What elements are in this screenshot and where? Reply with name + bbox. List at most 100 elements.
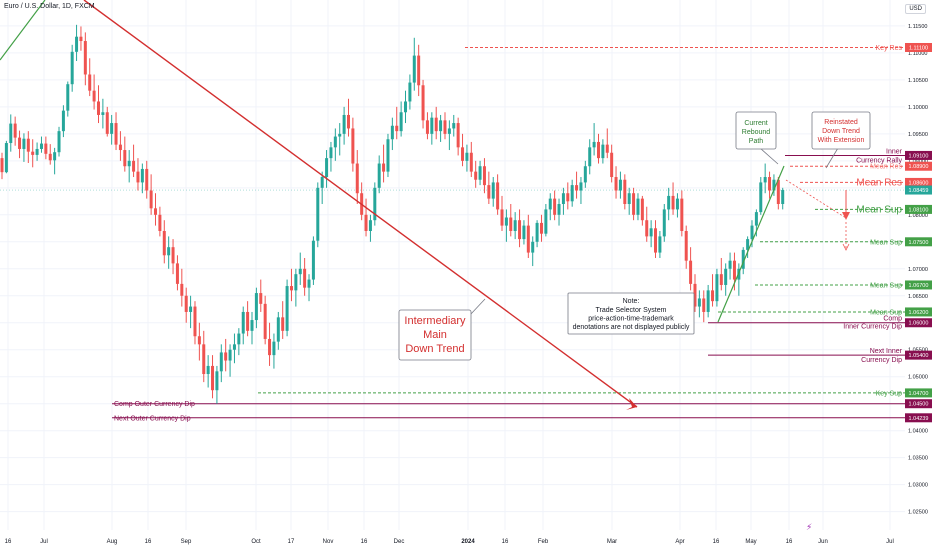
candle-body: [118, 144, 122, 151]
price-tag: [905, 177, 932, 187]
level-label: Next Inner: [870, 348, 903, 355]
level-label: Currency Rally: [856, 157, 902, 164]
current-price-label: 1.08459: [909, 188, 929, 194]
price-tag: [905, 150, 932, 160]
candle-body: [636, 198, 640, 215]
intermediary-callout-box: [398, 309, 472, 361]
level-label: Comp: [883, 316, 902, 323]
candle-body: [750, 225, 754, 240]
candle-body: [254, 293, 258, 321]
candle-body: [461, 147, 465, 161]
candle-body: [368, 220, 372, 231]
note-title: Note:: [623, 298, 640, 305]
candle-body: [180, 283, 184, 296]
downtrend-arrowhead: [626, 398, 637, 410]
candle-body: [447, 128, 451, 134]
x-axis: 16 Jul Aug 16 Sep Oct 17 Nov 16 Dec 2024 16 Feb Mar Ap…: [0, 522, 932, 550]
candle-body: [566, 193, 570, 202]
reinstated-label: Down Trend: [822, 128, 860, 135]
candle-body: [127, 160, 131, 167]
candle-body: [355, 163, 359, 194]
candle-body: [75, 36, 79, 52]
candle-body: [219, 352, 223, 372]
candle-body: [246, 311, 250, 331]
candle-body: [601, 144, 605, 159]
candle-body: [610, 152, 614, 178]
main-downtrend-line: [83, 0, 638, 408]
candle-body: [373, 187, 377, 221]
candle-body: [697, 298, 701, 307]
rebound-path-line: [717, 165, 785, 323]
y-tick-label: 1.10000: [908, 105, 928, 111]
price-tag-label: 1.08600: [909, 180, 929, 186]
x-tick-label: Feb: [538, 539, 549, 545]
candle-body: [452, 123, 456, 129]
candle-body: [0, 158, 4, 173]
candle-body: [105, 112, 109, 134]
candle-body: [675, 198, 679, 210]
candle-body: [48, 153, 52, 161]
candle-body: [83, 41, 87, 75]
candle-body: [285, 286, 289, 331]
x-tick-label: Jun: [818, 539, 828, 545]
candle-body: [579, 182, 583, 191]
outer-dip-label: Next Outer Currency Dip: [114, 415, 191, 422]
candle-body: [92, 90, 96, 102]
candle-body: [298, 268, 302, 275]
candle-body: [456, 123, 460, 148]
candle-body: [539, 222, 543, 234]
candle-body: [35, 148, 39, 155]
candle-body: [123, 150, 127, 167]
candle-body: [303, 268, 307, 288]
y-tick-label: 1.09500: [908, 132, 928, 138]
candle-body: [57, 131, 61, 153]
candle-body: [592, 141, 596, 148]
candle-body: [575, 185, 579, 191]
x-axis-bg: [0, 530, 932, 550]
reinstated-label: With Extension: [818, 137, 865, 144]
candle-body: [390, 125, 394, 140]
x-tick-label: Sep: [181, 539, 192, 545]
candle-body: [228, 349, 232, 361]
y-tick-label: 1.10500: [908, 78, 928, 84]
candle-body: [184, 295, 188, 312]
candle-body: [329, 147, 333, 159]
candle-body: [469, 152, 473, 172]
candle-body: [632, 193, 636, 215]
level-label: Inner Currency Dip: [843, 324, 902, 331]
x-tick-label: 2024: [461, 539, 475, 545]
candle-body: [535, 222, 539, 242]
candle-body: [649, 228, 653, 237]
candle-body: [4, 143, 8, 173]
reinstated-label: Reinstated: [824, 119, 858, 126]
candle-body: [689, 260, 693, 284]
candle-body: [614, 177, 618, 191]
candle-body: [13, 123, 17, 138]
price-tag-label: 1.07500: [909, 240, 929, 246]
price-tag-label: 1.09100: [909, 153, 929, 159]
candle-body: [667, 195, 671, 210]
intermediary-label: Main: [423, 329, 447, 341]
candle-body: [338, 133, 342, 137]
note-line: Trade Selector System: [596, 307, 667, 314]
candle-body: [276, 317, 280, 342]
x-tick-label: Jul: [40, 539, 48, 545]
candle-body: [522, 225, 526, 240]
x-tick-label: May: [745, 539, 756, 545]
candle-body: [548, 198, 552, 210]
candle-body: [408, 82, 412, 102]
level-label: Mean Sup: [870, 282, 902, 289]
candle-body: [557, 204, 561, 215]
candle-body: [776, 179, 780, 205]
reinstated-diagonal: [785, 179, 847, 219]
candle-body: [658, 236, 662, 253]
x-tick-label: 16: [502, 539, 509, 545]
candle-body: [377, 163, 381, 188]
candle-body: [39, 143, 43, 149]
candle-body: [526, 225, 530, 253]
candle-body: [162, 230, 166, 256]
candle-body: [281, 317, 285, 331]
price-tag: [905, 350, 932, 360]
currency-badge[interactable]: USD: [905, 4, 926, 14]
